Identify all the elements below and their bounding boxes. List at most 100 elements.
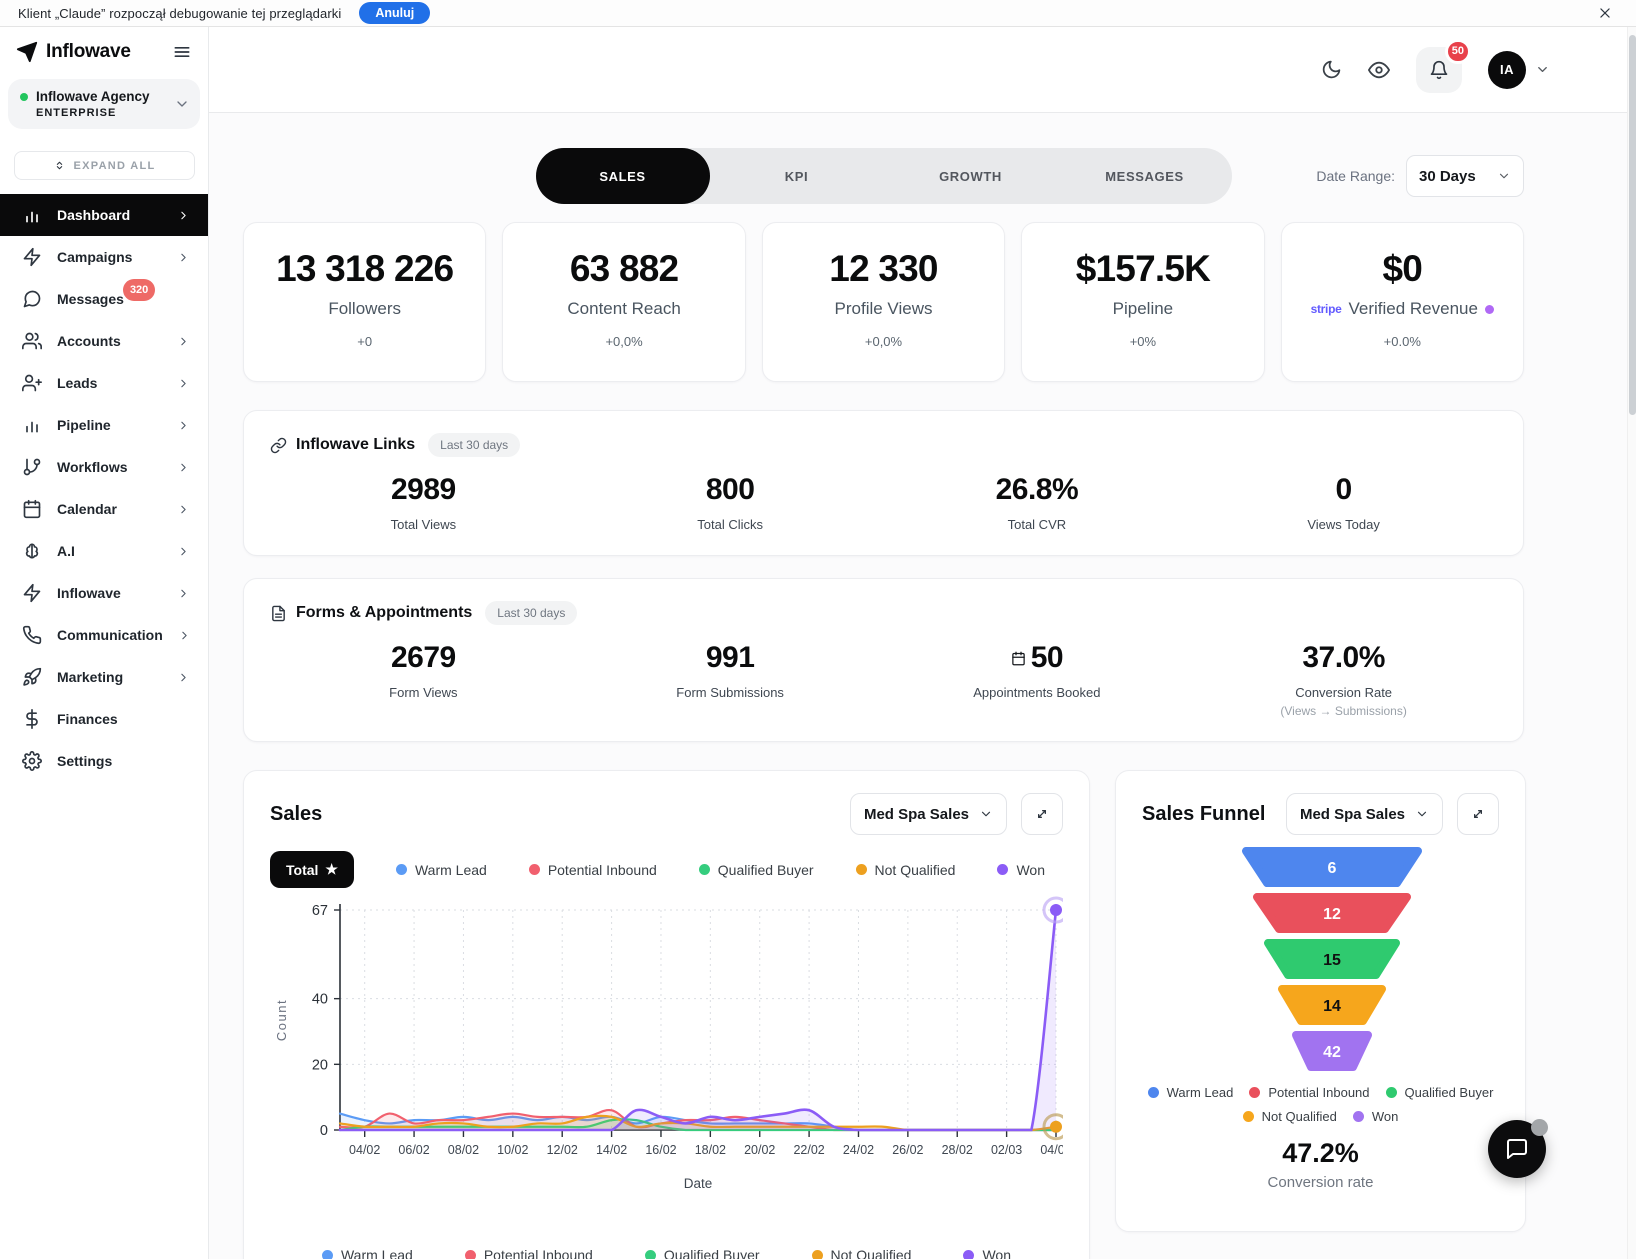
- stat-label: Views Today: [1307, 517, 1380, 532]
- legend-item-won[interactable]: Won: [1352, 1109, 1398, 1124]
- svg-text:16/02: 16/02: [645, 1143, 676, 1157]
- funnel-pipeline-select[interactable]: Med Spa Sales: [1285, 793, 1443, 835]
- stat-value: $0: [1382, 248, 1423, 289]
- preview-eye-icon[interactable]: [1368, 59, 1390, 81]
- svg-text:67: 67: [312, 903, 328, 919]
- stat-value: $157.5K: [1075, 248, 1211, 289]
- expand-funnel-button[interactable]: [1457, 793, 1499, 835]
- chat-status-dot: [1531, 1119, 1548, 1136]
- close-icon[interactable]: [1598, 6, 1612, 20]
- stat-value: 63 882: [569, 248, 679, 289]
- account-menu[interactable]: IA: [1488, 50, 1550, 89]
- svg-text:Date: Date: [684, 1176, 713, 1191]
- legend-item-warm-lead[interactable]: Warm Lead: [1147, 1085, 1233, 1100]
- legend-item-potential-inbound[interactable]: Potential Inbound: [1249, 1085, 1370, 1100]
- svg-text:20/02: 20/02: [744, 1143, 775, 1157]
- legend-item-potential-inbound[interactable]: Potential Inbound: [464, 1247, 593, 1259]
- expand-all-button[interactable]: EXPAND ALL: [14, 151, 195, 180]
- legend-item-qualified-buyer[interactable]: Qualified Buyer: [1385, 1085, 1493, 1100]
- lightning-icon: [22, 583, 42, 603]
- expand-chart-button[interactable]: [1021, 793, 1063, 835]
- chevron-right-icon: [177, 587, 190, 600]
- sidebar-item-finances[interactable]: Finances: [0, 698, 208, 740]
- legend-item-won[interactable]: Won: [997, 862, 1045, 878]
- date-range-select[interactable]: 30 Days: [1406, 155, 1524, 197]
- forms-stats-row: 2679 Form Views 991 Form Submissions 50 Appoi…: [270, 641, 1497, 718]
- total-series-toggle[interactable]: Total ★: [270, 851, 354, 888]
- stat-delta: +0.0%: [1383, 334, 1421, 349]
- svg-text:20: 20: [312, 1057, 328, 1073]
- chevron-right-icon: [177, 461, 190, 474]
- sidebar-item-messages[interactable]: Messages 320: [0, 278, 208, 320]
- legend-item-not-qualified[interactable]: Not Qualified: [811, 1247, 911, 1259]
- legend-dot: [464, 1249, 476, 1259]
- calendar-icon: [1011, 651, 1026, 666]
- sidebar-item-inflowave[interactable]: Inflowave: [0, 572, 208, 614]
- section-tabs: SALES KPI GROWTH MESSAGES: [535, 148, 1232, 204]
- legend-dot: [321, 1249, 333, 1259]
- svg-text:22/02: 22/02: [793, 1143, 824, 1157]
- svg-text:15: 15: [1323, 952, 1341, 969]
- up-down-chevrons-icon: [53, 159, 66, 172]
- chat-bubble-icon: [1505, 1137, 1529, 1161]
- sidebar-item-settings[interactable]: Settings: [0, 740, 208, 782]
- agency-switcher[interactable]: Inflowave Agency ENTERPRISE: [8, 79, 200, 129]
- forms-appointments-card: Forms & Appointments Last 30 days 2679 Fo…: [243, 578, 1524, 742]
- legend-item-warm-lead[interactable]: Warm Lead: [395, 862, 487, 878]
- stat-value: 12 330: [829, 248, 938, 289]
- svg-text:28/02: 28/02: [942, 1143, 973, 1157]
- chat-fab-button[interactable]: [1488, 1119, 1548, 1178]
- sidebar-item-a-i[interactable]: A.I: [0, 530, 208, 572]
- main-area: 50 IA SALES KPI GROWTH MESSAGES Date Range:…: [209, 27, 1636, 1259]
- legend-dot: [855, 864, 867, 875]
- legend-item-won[interactable]: Won: [963, 1247, 1011, 1259]
- notifications-bell-button[interactable]: 50: [1416, 38, 1471, 93]
- stat-label: Conversion Rate: [1295, 685, 1393, 700]
- sidebar-item-communication[interactable]: Communication: [0, 614, 208, 656]
- sidebar-item-label: Pipeline: [57, 417, 111, 433]
- cancel-debug-button[interactable]: Anuluj: [359, 2, 431, 24]
- page-scrollbar: [1627, 27, 1636, 1259]
- stat-label: Total CVR: [1007, 517, 1067, 532]
- scrollbar-thumb[interactable]: [1629, 35, 1636, 415]
- stat-col-conversion-rate: 37.0% Conversion Rate (Views → Submissions…: [1190, 641, 1497, 718]
- sidebar-item-accounts[interactable]: Accounts: [0, 320, 208, 362]
- sidebar-item-pipeline[interactable]: Pipeline: [0, 404, 208, 446]
- legend-item-potential-inbound[interactable]: Potential Inbound: [528, 862, 657, 878]
- lightning-icon: [22, 247, 42, 267]
- legend-item-warm-lead[interactable]: Warm Lead: [321, 1247, 413, 1259]
- sales-pipeline-select[interactable]: Med Spa Sales: [849, 793, 1007, 835]
- legend-item-qualified-buyer[interactable]: Qualified Buyer: [698, 862, 814, 878]
- svg-text:14/02: 14/02: [596, 1143, 627, 1157]
- tab-messages[interactable]: MESSAGES: [1105, 168, 1184, 184]
- sidebar-item-campaigns[interactable]: Campaigns: [0, 236, 208, 278]
- tab-sales[interactable]: SALES: [535, 148, 710, 204]
- sidebar-item-dashboard[interactable]: Dashboard: [0, 194, 208, 236]
- legend-item-qualified-buyer[interactable]: Qualified Buyer: [644, 1247, 760, 1259]
- stat-delta: +0,0%: [864, 334, 903, 349]
- sidebar-item-calendar[interactable]: Calendar: [0, 488, 208, 530]
- date-range-label: Date Range:: [1316, 168, 1395, 184]
- legend-dot: [1352, 1111, 1364, 1122]
- stat-label: Followers: [328, 299, 402, 318]
- legend-dot: [395, 864, 407, 875]
- sidebar-item-marketing[interactable]: Marketing: [0, 656, 208, 698]
- debug-message: Klient „Claude” rozpoczął debugowanie te…: [18, 5, 342, 21]
- legend-item-not-qualified[interactable]: Not Qualified: [855, 862, 955, 878]
- sidebar-item-label: Marketing: [57, 669, 124, 685]
- dark-mode-moon-icon[interactable]: [1321, 59, 1342, 80]
- tab-kpi[interactable]: KPI: [784, 168, 809, 184]
- sidebar-item-leads[interactable]: Leads: [0, 362, 208, 404]
- legend-dot: [528, 864, 540, 875]
- legend-item-not-qualified[interactable]: Not Qualified: [1242, 1109, 1337, 1124]
- star-icon: ★: [325, 861, 338, 877]
- sidebar-item-workflows[interactable]: Workflows: [0, 446, 208, 488]
- sidebar-item-label: A.I: [57, 543, 75, 559]
- date-range-control: Date Range: 30 Days: [1316, 155, 1524, 197]
- svg-text:Count: Count: [274, 999, 289, 1041]
- chevron-right-icon: [177, 209, 190, 222]
- funnel-title: Sales Funnel: [1142, 802, 1266, 825]
- tab-growth[interactable]: GROWTH: [939, 168, 1002, 184]
- legend-dot: [811, 1249, 823, 1259]
- hamburger-menu-icon[interactable]: [172, 42, 192, 62]
